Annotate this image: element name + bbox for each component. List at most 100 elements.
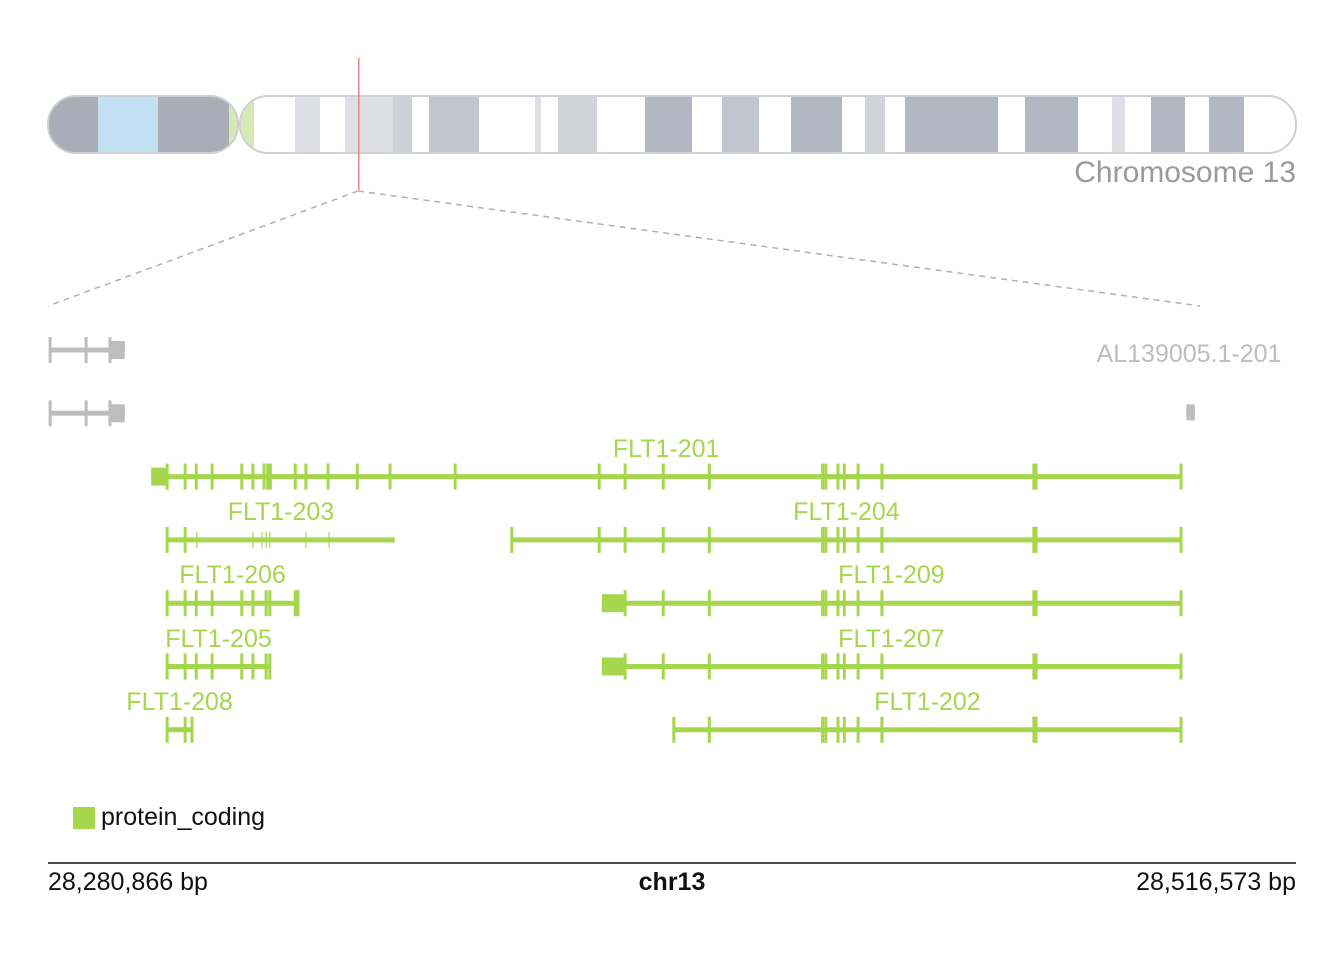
exon bbox=[623, 653, 627, 680]
transcript-label[interactable]: FLT1-207 bbox=[838, 624, 945, 653]
exon bbox=[1034, 590, 1038, 617]
exon bbox=[1179, 463, 1183, 490]
legend-label: protein_coding bbox=[101, 803, 266, 831]
zoom-guide-left bbox=[47, 190, 359, 307]
exon bbox=[597, 463, 601, 490]
transcript-flt1-205[interactable] bbox=[165, 653, 272, 680]
exon bbox=[251, 590, 255, 617]
exon bbox=[707, 463, 711, 490]
exon bbox=[707, 716, 711, 743]
exon bbox=[1179, 590, 1183, 617]
q-arm-outline bbox=[239, 95, 1297, 154]
transcript-flt1-202[interactable] bbox=[672, 716, 1183, 743]
utr-block bbox=[151, 467, 168, 486]
transcript-label[interactable]: FLT1-204 bbox=[793, 497, 900, 526]
chromosome-band bbox=[229, 96, 254, 153]
transcript-label[interactable]: FLT1-208 bbox=[126, 687, 233, 716]
exon bbox=[821, 526, 825, 553]
transcript-flt1-207[interactable] bbox=[601, 653, 1183, 680]
exon bbox=[661, 653, 665, 680]
chromosome-band bbox=[98, 96, 158, 153]
exon bbox=[183, 590, 187, 617]
transcript-label[interactable]: FLT1-205 bbox=[165, 624, 272, 653]
exon bbox=[165, 590, 169, 617]
exon bbox=[108, 337, 112, 363]
transcript-flt1-206[interactable] bbox=[165, 590, 300, 617]
minor-exon bbox=[252, 531, 254, 548]
transcript-label[interactable]: FLT1-203 bbox=[227, 497, 335, 526]
minor-exon bbox=[196, 531, 198, 548]
transcript-flt1-201[interactable] bbox=[151, 463, 1183, 490]
transcript-label[interactable]: FLT1-206 bbox=[179, 561, 286, 590]
exon bbox=[84, 400, 88, 427]
exon bbox=[1179, 716, 1183, 743]
exon bbox=[262, 463, 266, 490]
chromosome-title: Chromosome 13 bbox=[1074, 156, 1296, 189]
exon bbox=[84, 337, 88, 363]
exon bbox=[453, 463, 457, 490]
region-end-label: 28,516,573 bp bbox=[1136, 868, 1296, 896]
chromosome-ideogram[interactable] bbox=[47, 95, 1297, 154]
exon bbox=[661, 526, 665, 553]
chromosome-band bbox=[429, 96, 479, 153]
transcript-flt1-208[interactable] bbox=[165, 716, 194, 743]
minor-exon bbox=[265, 531, 267, 548]
transcript-tracks bbox=[48, 337, 1195, 743]
exon bbox=[240, 463, 244, 490]
transcript-flt1-203[interactable] bbox=[165, 526, 395, 553]
exon bbox=[821, 653, 825, 680]
chromosome-band bbox=[1112, 96, 1125, 153]
transcript-unnamed[interactable] bbox=[48, 400, 125, 427]
transcript-unnamed[interactable] bbox=[48, 337, 125, 363]
chromosome-band bbox=[1151, 96, 1185, 153]
exon bbox=[856, 463, 860, 490]
exon bbox=[268, 590, 272, 617]
exon bbox=[165, 653, 169, 680]
exon bbox=[1034, 463, 1038, 490]
exon bbox=[836, 590, 840, 617]
exon bbox=[194, 653, 198, 680]
exon bbox=[108, 400, 112, 427]
exon bbox=[824, 716, 828, 743]
exon bbox=[623, 463, 627, 490]
legend: protein_coding bbox=[73, 803, 265, 832]
exon bbox=[210, 590, 214, 617]
exon bbox=[661, 463, 665, 490]
exon bbox=[672, 716, 676, 743]
minor-exon bbox=[261, 531, 263, 548]
exon bbox=[856, 716, 860, 743]
transcript-label[interactable]: FLT1-209 bbox=[838, 561, 945, 590]
exon bbox=[856, 653, 860, 680]
transcript-flt1-204[interactable] bbox=[510, 526, 1183, 553]
minor-exon bbox=[328, 531, 330, 548]
transcript-label[interactable]: AL139005.1-201 bbox=[1096, 339, 1282, 368]
zoom-guide-right bbox=[357, 190, 1201, 307]
exon bbox=[821, 463, 825, 490]
chromosome-band bbox=[48, 96, 98, 153]
transcript-label[interactable]: FLT1-202 bbox=[874, 687, 981, 716]
exon bbox=[355, 463, 359, 490]
exon bbox=[240, 590, 244, 617]
exon bbox=[661, 590, 665, 617]
transcript-label[interactable]: FLT1-201 bbox=[612, 434, 720, 463]
transcript-al139005.1-201[interactable] bbox=[1186, 404, 1195, 421]
chromosome-band bbox=[1209, 96, 1244, 153]
exon bbox=[194, 463, 198, 490]
chromosome-band bbox=[158, 96, 229, 153]
exon bbox=[266, 463, 270, 490]
exon bbox=[293, 463, 297, 490]
transcript-flt1-209[interactable] bbox=[601, 590, 1183, 617]
chromosome-band bbox=[295, 96, 320, 153]
exon bbox=[842, 653, 846, 680]
exon bbox=[183, 526, 187, 553]
exon bbox=[856, 526, 860, 553]
exon bbox=[880, 463, 884, 490]
exon bbox=[183, 653, 187, 680]
exon bbox=[165, 716, 169, 743]
exon bbox=[326, 463, 330, 490]
chromosome-band bbox=[535, 96, 541, 153]
minor-exon bbox=[269, 531, 271, 548]
exon bbox=[304, 463, 308, 490]
exon bbox=[510, 526, 514, 553]
bands bbox=[48, 96, 1244, 153]
